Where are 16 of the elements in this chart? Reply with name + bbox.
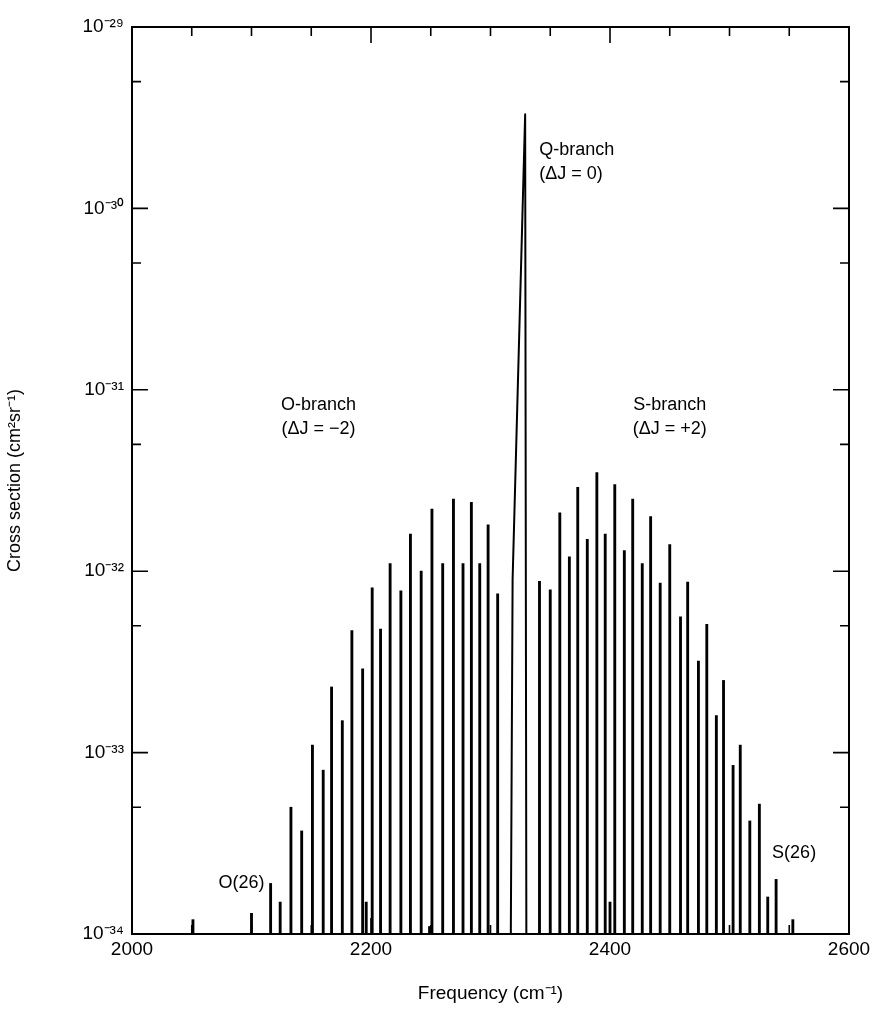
y-tick-label: 10⁻³⁰ (83, 196, 124, 218)
y-tick-label: 10⁻³¹ (84, 378, 124, 400)
x-tick-label: 2200 (349, 937, 393, 959)
y-tick-label: 10⁻²⁹ (82, 15, 124, 37)
x-tick-label: 2000 (110, 937, 154, 959)
annotation: Q-branch (ΔJ = 0) (539, 139, 615, 184)
annotation: S-branch (ΔJ = +2) (632, 393, 707, 438)
y-tick-label: 10⁻³² (84, 559, 124, 581)
annotation: S(26) (772, 842, 817, 863)
x-tick-label: 2600 (827, 937, 871, 959)
x-axis-title: Frequency (cm⁻¹) (417, 981, 564, 1003)
annotation: O-branch (ΔJ = −2) (280, 393, 356, 438)
annotation: O(26) (218, 872, 265, 893)
x-tick-label: 2400 (588, 937, 632, 959)
y-axis-title: Cross section (cm²sr⁻¹) (3, 388, 24, 573)
y-tick-label: 10⁻³³ (84, 740, 124, 762)
